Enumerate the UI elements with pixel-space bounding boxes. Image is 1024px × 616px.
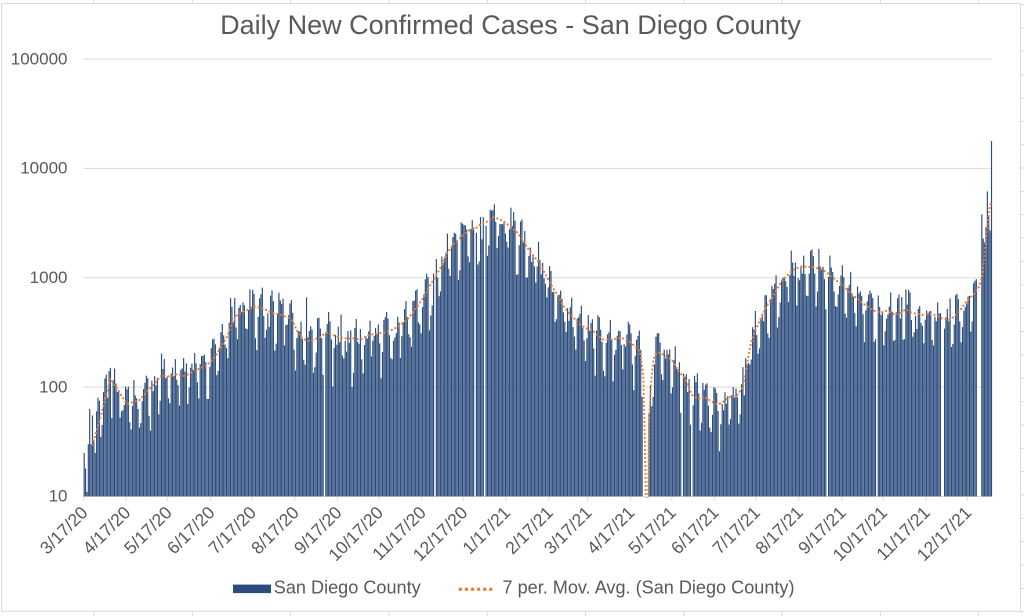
svg-text:Daily New Confirmed Cases - Sa: Daily New Confirmed Cases - San Diego Co… — [220, 10, 801, 40]
svg-text:1000: 1000 — [30, 268, 68, 287]
svg-text:7 per. Mov. Avg. (San Diego Co: 7 per. Mov. Avg. (San Diego County) — [503, 578, 795, 598]
svg-text:10: 10 — [49, 487, 68, 506]
svg-text:100: 100 — [39, 377, 67, 396]
svg-text:10000: 10000 — [20, 159, 67, 178]
svg-text:San Diego County: San Diego County — [274, 578, 422, 598]
svg-text:100000: 100000 — [11, 49, 68, 68]
